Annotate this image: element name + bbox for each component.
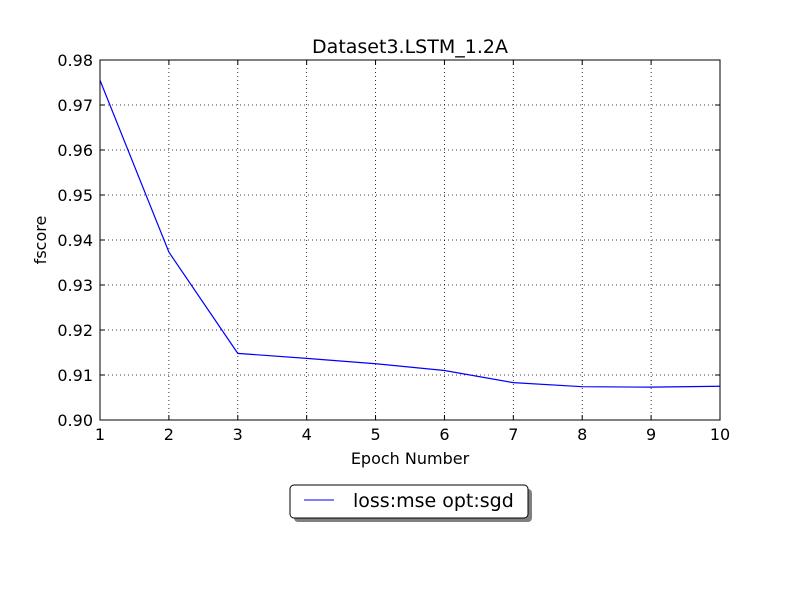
y-tick-label: 0.98 (57, 51, 93, 70)
legend: loss:mse opt:sgd (289, 484, 532, 522)
y-tick-label: 0.90 (57, 411, 93, 430)
series-line (99, 80, 721, 388)
x-tick-label: 10 (710, 425, 730, 444)
x-tick-label: 2 (164, 425, 174, 444)
x-tick-label: 8 (577, 425, 587, 444)
y-axis-label: fscore (31, 216, 50, 265)
chart-title: Dataset3.LSTM_1.2A (312, 36, 508, 58)
legend-entry-label: loss:mse opt:sgd (353, 490, 514, 512)
x-tick-label: 6 (439, 425, 449, 444)
x-tick-label: 7 (508, 425, 518, 444)
x-axis-label: Epoch Number (351, 449, 470, 468)
y-tick-label: 0.92 (57, 321, 93, 340)
legend-box (289, 484, 529, 519)
y-tick-label: 0.93 (57, 276, 93, 295)
x-tick-label: 5 (370, 425, 380, 444)
x-tick-label: 3 (233, 425, 243, 444)
y-tick-label: 0.94 (57, 231, 93, 250)
y-tick-label: 0.95 (57, 186, 93, 205)
y-tick-label: 0.96 (57, 141, 93, 160)
x-tick-label: 4 (302, 425, 312, 444)
y-tick-label: 0.97 (57, 96, 93, 115)
x-tick-label: 1 (95, 425, 105, 444)
series-layer (99, 80, 721, 388)
axis-ticks: 1 2 3 4 5 6 7 8 9 10 0.90 0.91 0.92 0.93 0.94 0.95 0.96 0… (57, 51, 730, 444)
y-tick-label: 0.91 (57, 366, 93, 385)
x-tick-label: 9 (646, 425, 656, 444)
